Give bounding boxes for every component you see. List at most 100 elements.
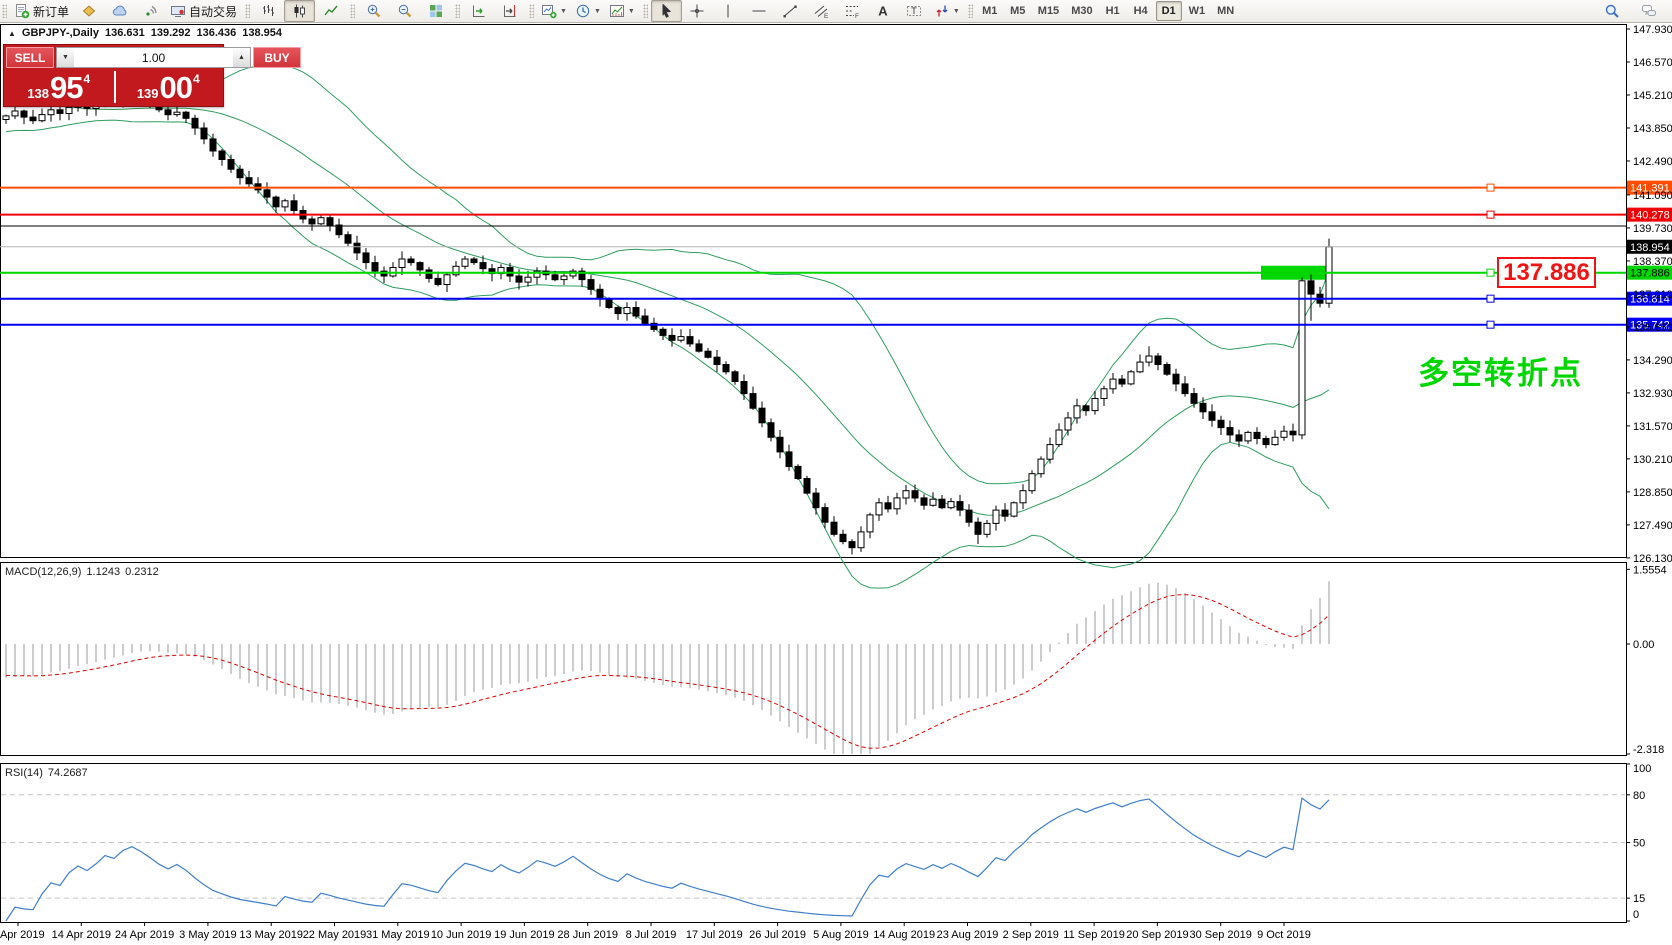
shapes-button[interactable]: ▼: [930, 0, 964, 22]
newchart-button[interactable]: ▼: [537, 0, 571, 22]
horizontal-lines[interactable]: 141.391 140.278 138.954 137.886 136.814 135.7…: [0, 180, 1672, 332]
candle-bear: [1172, 373, 1180, 385]
trade-controls-row: SELL ▼ ▲ BUY: [4, 45, 301, 69]
new-order-button[interactable]: 新订单: [10, 0, 73, 22]
price-callout-box[interactable]: 137.886: [1497, 257, 1596, 288]
candle-bull: [677, 336, 685, 341]
axis-price-label: 138.954: [1630, 242, 1670, 254]
timeframe-W1[interactable]: W1: [1184, 1, 1211, 21]
timeframe-M5[interactable]: M5: [1005, 1, 1031, 21]
price-tick-label: 131.570: [1633, 421, 1672, 433]
candle-bull: [1091, 398, 1099, 412]
timeframe-MN[interactable]: MN: [1212, 1, 1239, 21]
text-button[interactable]: [868, 0, 899, 22]
price-tick-label: 127.490: [1633, 520, 1672, 532]
candle-bear: [812, 492, 820, 509]
volume-increase-button[interactable]: ▲: [233, 48, 250, 67]
rsi-line: [5, 797, 1330, 922]
label-button[interactable]: [899, 0, 930, 22]
candle-bear: [344, 234, 352, 244]
collapse-one-click-icon[interactable]: ▲: [8, 28, 16, 38]
search-button[interactable]: [1596, 0, 1627, 22]
dropdown-caret-icon[interactable]: ▼: [593, 7, 601, 15]
hline-button[interactable]: [744, 0, 775, 22]
candle-bear: [713, 356, 721, 366]
annotation-text[interactable]: 多空转折点: [1418, 356, 1583, 391]
date-tick-label: 3 May 2019: [179, 929, 236, 941]
macd-axis: 1.5554 0.00 -2.318: [1626, 564, 1667, 756]
timeframe-H4[interactable]: H4: [1128, 1, 1154, 21]
chat-button[interactable]: [1633, 0, 1664, 22]
dropdown-caret-icon[interactable]: ▼: [560, 7, 567, 15]
candle-bull: [983, 522, 991, 535]
zoom-in-button[interactable]: [358, 0, 389, 22]
crosshair-button[interactable]: [682, 0, 713, 22]
timeframe-H1[interactable]: H1: [1100, 1, 1126, 21]
trendline-button[interactable]: [775, 0, 806, 22]
sell-button[interactable]: SELL: [6, 47, 54, 68]
axis-price-label-bg: [1627, 265, 1672, 280]
dropdown-caret-icon[interactable]: ▼: [627, 7, 635, 15]
toolbar-right: [1596, 0, 1672, 22]
date-tick-label: 28 Jun 2019: [557, 929, 618, 941]
sell-price[interactable]: 138 95 4: [4, 69, 114, 106]
candlesticks[interactable]: [2, 87, 1333, 555]
autoscroll-button[interactable]: [463, 0, 494, 22]
axis-price-label-bg: [1627, 317, 1672, 332]
autotrading-button[interactable]: 自动交易: [166, 0, 241, 22]
tiles-button[interactable]: [420, 0, 451, 22]
candles-button[interactable]: [284, 0, 316, 22]
candle-bear: [722, 364, 730, 373]
trendline-icon: [782, 3, 798, 19]
timeframe-M15[interactable]: M15: [1033, 1, 1064, 21]
volume-decrease-button[interactable]: ▼: [57, 48, 74, 67]
candle-bull: [560, 275, 568, 281]
tiles-icon: [428, 3, 444, 19]
profile-button[interactable]: [73, 0, 104, 22]
cursor-button[interactable]: [650, 0, 682, 22]
buy-button[interactable]: BUY: [253, 47, 301, 68]
pane-frames: [0, 24, 1627, 923]
buy-price-prefix: 139: [136, 86, 159, 101]
candle-bear: [794, 465, 802, 479]
macd-indicator-label: MACD(12,26,9) 1.1243 0.2312: [5, 566, 159, 578]
candle-bull: [902, 490, 910, 499]
candle-bull: [1037, 458, 1045, 475]
candle-bull: [857, 531, 865, 549]
axis-price-label-bg: [1627, 291, 1672, 306]
candle-bear: [371, 262, 379, 272]
timeframe-M30[interactable]: M30: [1066, 1, 1097, 21]
candle-bear: [1082, 405, 1090, 412]
signals-button[interactable]: [135, 0, 166, 22]
zoom-out-button[interactable]: [389, 0, 420, 22]
bollinger-upper: [5, 48, 1330, 485]
volume-input[interactable]: [74, 48, 233, 67]
linechart-button[interactable]: [315, 0, 346, 22]
timeframe-M1[interactable]: M1: [977, 1, 1003, 21]
candle-bear: [767, 422, 775, 438]
buy-price[interactable]: 139 00 4: [114, 69, 224, 106]
bollinger-lower: [5, 119, 1330, 589]
community-button[interactable]: [104, 0, 135, 22]
zoom-in-icon: [366, 3, 382, 19]
channel-icon: [813, 3, 829, 19]
label-icon: [906, 3, 922, 19]
channel-button[interactable]: [806, 0, 837, 22]
vline-button[interactable]: [713, 0, 744, 22]
search-icon: [1604, 3, 1620, 19]
clock-button[interactable]: ▼: [571, 0, 605, 22]
bars-button[interactable]: [253, 0, 284, 22]
candle-bear: [758, 407, 766, 424]
axis-price-label: 140.278: [1630, 210, 1670, 222]
community-icon: [112, 3, 128, 19]
template-button[interactable]: ▼: [605, 0, 639, 22]
macd-tick-label: -2.318: [1633, 744, 1664, 756]
candle-bear: [1235, 434, 1243, 442]
timeframe-D1[interactable]: D1: [1155, 1, 1182, 21]
fibo-button[interactable]: [837, 0, 868, 22]
toolbar: 新订单 自动交易 ▼ ▼ ▼ ▼ M1 M5 M15 M30 H1 H4 D1 W1 MN: [0, 0, 1672, 23]
candle-bear: [227, 159, 235, 170]
shiftend-button[interactable]: [494, 0, 525, 22]
dropdown-caret-icon[interactable]: ▼: [952, 7, 960, 15]
